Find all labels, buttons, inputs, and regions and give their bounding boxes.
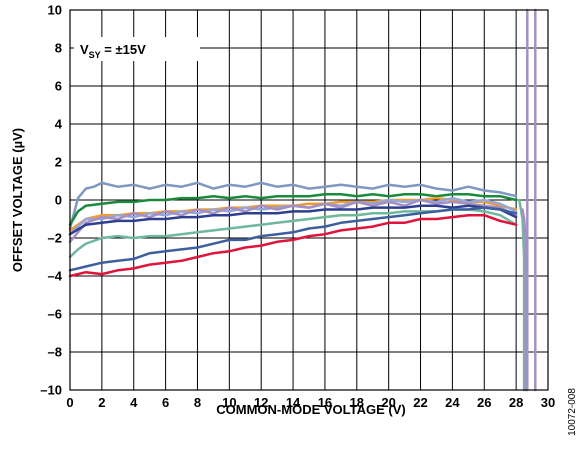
x-tick-label: 26	[477, 395, 491, 410]
y-tick-label: 4	[55, 117, 63, 132]
x-tick-labels: 0 2 4 6 8 10 12 14 16 18 20 22 24 26 28 30	[66, 395, 555, 410]
y-tick-label: 0	[55, 193, 62, 208]
series-line-1	[68, 181, 518, 230]
y-tick-label: –6	[48, 307, 62, 322]
series-line-5	[68, 198, 518, 244]
x-tick-label: 18	[350, 395, 364, 410]
annotation-suffix: = ±15V	[101, 42, 146, 57]
y-axis-label: OFFSET VOLTAGE (µV)	[10, 128, 25, 272]
y-tick-label: –2	[48, 231, 62, 246]
y-tick-label: –4	[48, 269, 63, 284]
plot-frame	[69, 9, 549, 391]
y-tick-label: 8	[55, 41, 62, 56]
vsy-annotation: VSY = ±15V	[74, 37, 200, 61]
x-tick-label: 14	[286, 395, 301, 410]
x-tick-label: 2	[98, 395, 105, 410]
x-tick-label: 28	[509, 395, 523, 410]
x-tick-label: 20	[381, 395, 395, 410]
x-tick-label: 12	[254, 395, 268, 410]
series-line-8	[68, 206, 518, 272]
series-line-10	[518, 198, 526, 392]
annotation-prefix: V	[80, 42, 89, 57]
x-tick-label: 16	[318, 395, 332, 410]
x-tick-label: 4	[130, 395, 138, 410]
annotation-subscript: SY	[89, 50, 101, 60]
series-line-9	[68, 213, 518, 278]
y-tick-label: 10	[48, 3, 62, 18]
annotation-background	[74, 37, 200, 61]
series-line-2	[68, 193, 518, 226]
x-axis-label: COMMON-MODE VOLTAGE (V)	[216, 402, 405, 417]
x-tick-label: 30	[541, 395, 555, 410]
x-tick-label: 0	[66, 395, 73, 410]
x-tick-label: 10	[222, 395, 236, 410]
series-line-11	[521, 208, 527, 392]
x-tick-label: 24	[445, 395, 460, 410]
y-tick-label: –8	[48, 345, 62, 360]
annotation-text: VSY = ±15V	[80, 42, 146, 60]
x-tick-label: 8	[194, 395, 201, 410]
series-line-6	[68, 204, 518, 236]
x-tick-label: 22	[413, 395, 427, 410]
figure-id: 10072-008	[567, 388, 578, 436]
x-tick-label: 6	[162, 395, 169, 410]
data-series	[68, 8, 537, 392]
y-tick-label: –10	[40, 383, 62, 398]
y-tick-labels: 10 8 6 4 2 0 –2 –4 –6 –8 –10	[40, 3, 62, 398]
y-tick-label: 2	[55, 155, 62, 170]
y-tick-label: 6	[55, 79, 62, 94]
